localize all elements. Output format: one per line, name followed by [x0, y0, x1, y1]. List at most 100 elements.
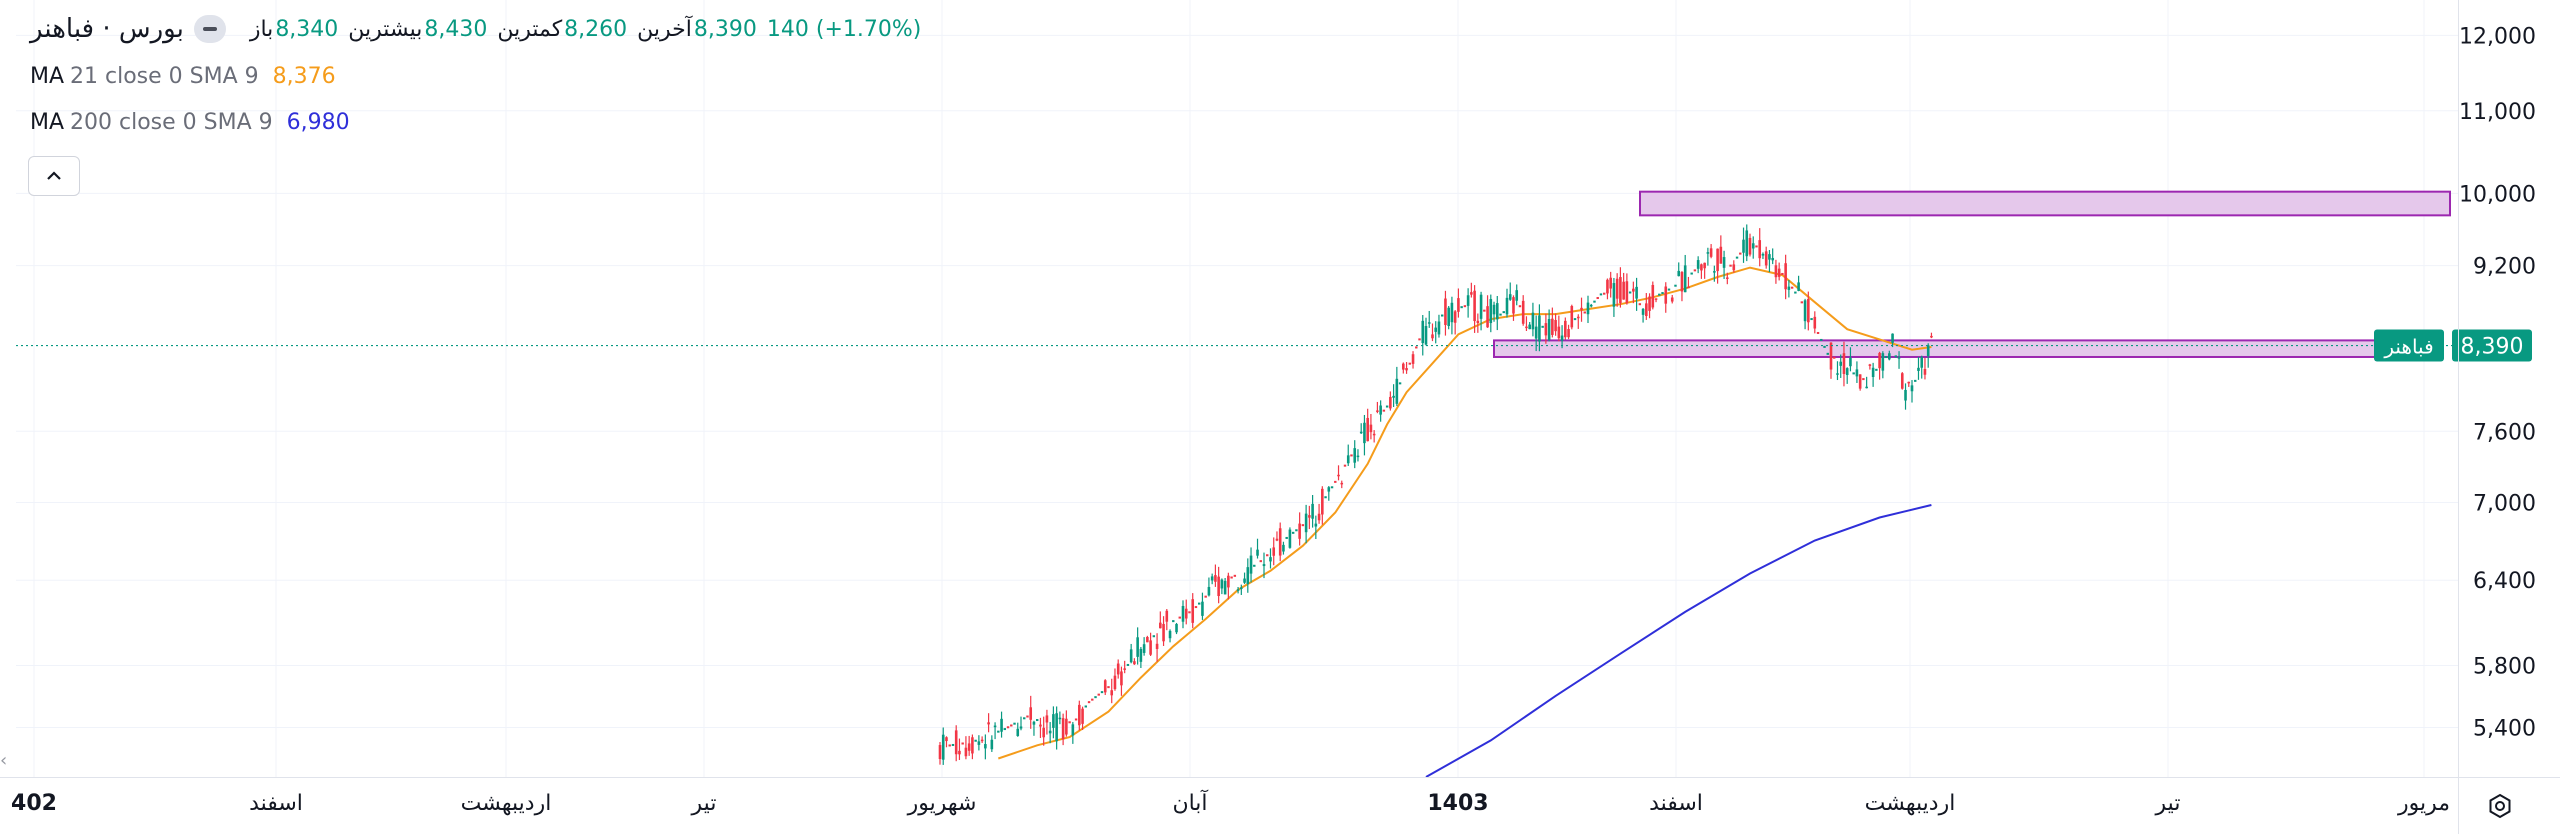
candle-dash [1010, 724, 1013, 727]
candle-dash [1188, 611, 1191, 614]
candle-body [1547, 319, 1551, 340]
candle-body [1470, 292, 1473, 295]
candle-body [1538, 315, 1541, 342]
candle-body [1567, 329, 1570, 338]
candle-dash [1781, 272, 1784, 275]
candle-dash [1107, 686, 1110, 689]
candle-dash [1204, 595, 1207, 598]
indicator-ma200-legend[interactable]: MA 200 close 0 SMA 9 6,980 [30, 110, 360, 135]
candle-dash [1833, 356, 1836, 359]
candle-body [1829, 342, 1833, 370]
candle-body [1923, 368, 1927, 375]
last-price-tag [2452, 329, 2532, 362]
candle-body [1551, 318, 1554, 335]
candle-body [1525, 326, 1528, 329]
candle-body [1764, 251, 1768, 266]
candle-dash [1068, 721, 1071, 724]
ma200-value: 6,980 [286, 110, 350, 135]
candle-dash [1735, 256, 1739, 259]
price-tick-label: 5,800 [2473, 655, 2536, 680]
candle-body [1113, 675, 1117, 690]
candle-body [1479, 294, 1483, 319]
candle-body [1926, 345, 1930, 357]
candle-body [967, 743, 971, 751]
low-value: 8,260 [564, 16, 628, 42]
candle-body [1654, 298, 1658, 300]
candle-body [1052, 714, 1055, 728]
candle-body [1904, 389, 1907, 401]
chart-grid [16, 0, 2458, 777]
candle-dash [1091, 698, 1094, 701]
candle-dash [1593, 300, 1596, 303]
candle-body [1813, 316, 1817, 329]
candle-body [1223, 580, 1227, 595]
price-axis-divider [2458, 0, 2459, 834]
candle-body [990, 739, 994, 750]
candle-dash [1178, 616, 1181, 619]
candle-body [1622, 281, 1625, 300]
candle-body [1839, 361, 1843, 366]
candle-body [1061, 718, 1065, 740]
candle-body [1402, 363, 1405, 370]
candle-dash [1126, 663, 1130, 666]
candle-body [1379, 405, 1382, 415]
candle-dash [1460, 306, 1463, 309]
candle-body [1495, 303, 1499, 320]
price-axis[interactable]: 12,000 11,000 10,000 9,200 7,600 7,000 6,400 5,… [2459, 24, 2536, 741]
candle-body [1165, 610, 1169, 622]
candle-body [1473, 290, 1476, 322]
candle-body [1042, 727, 1045, 738]
time-tick-label: مریور [2397, 791, 2450, 816]
candle-body [1515, 290, 1519, 301]
candle-body [945, 737, 948, 742]
chevron-left-icon[interactable]: ‹ [0, 750, 8, 771]
candle-body [1327, 487, 1331, 492]
change-value: 140 (+1.70%) [766, 16, 922, 42]
price-tick-label: 5,400 [2473, 716, 2536, 741]
candle-dash [1398, 382, 1402, 385]
candle-body [1706, 252, 1710, 254]
high-label: بیشترین [348, 16, 423, 42]
candle-body [1045, 715, 1049, 723]
candle-body [1282, 544, 1285, 552]
candle-body [977, 741, 981, 745]
candle-body [1722, 257, 1726, 268]
candle-body [1369, 424, 1373, 433]
collapse-legend-button[interactable] [28, 156, 80, 196]
indicator-ma21-legend[interactable]: MA 21 close 0 SMA 9 8,376 [30, 64, 346, 89]
candle-body [1466, 295, 1470, 306]
candle-body [1855, 369, 1859, 377]
candle-body [1842, 353, 1846, 374]
candle-body [1055, 713, 1058, 742]
candle-dash [1350, 454, 1353, 457]
ma21-args: 21 close 0 SMA 9 [70, 64, 259, 89]
candle-dash [1152, 635, 1156, 638]
candle-dash [1259, 560, 1262, 563]
price-tick-label: 9,200 [2473, 255, 2536, 280]
candle-body [1249, 555, 1253, 574]
candle-body [1910, 385, 1914, 392]
candle-body [984, 744, 987, 749]
last-price-line: فباهنر 8,390 [16, 329, 2532, 362]
axis-settings-button[interactable] [2480, 786, 2520, 826]
candle-dash [1194, 606, 1198, 609]
time-axis[interactable]: 402 اسفند اردیبهشت تیر شهریور آبان 1403 اسفند ار… [11, 789, 2450, 816]
candle-dash [1415, 346, 1418, 349]
candle-body [1544, 323, 1548, 336]
candle-body [1751, 243, 1755, 249]
candle-body [1797, 282, 1800, 291]
candle-dash [1266, 554, 1269, 557]
candle-body [1683, 265, 1687, 293]
candle-body [1930, 335, 1933, 338]
candle-dash [1518, 305, 1522, 308]
candle-body [1871, 367, 1875, 378]
symbol-title[interactable]: بورس · فباهنر [30, 14, 184, 44]
candle-body [1784, 263, 1787, 290]
candle-body [1363, 422, 1366, 444]
candle-body [1058, 717, 1062, 720]
candle-body [1142, 644, 1146, 653]
minus-icon[interactable] [193, 15, 226, 43]
rectangle-zones[interactable] [1493, 190, 2451, 358]
candle-dash [1661, 292, 1664, 295]
